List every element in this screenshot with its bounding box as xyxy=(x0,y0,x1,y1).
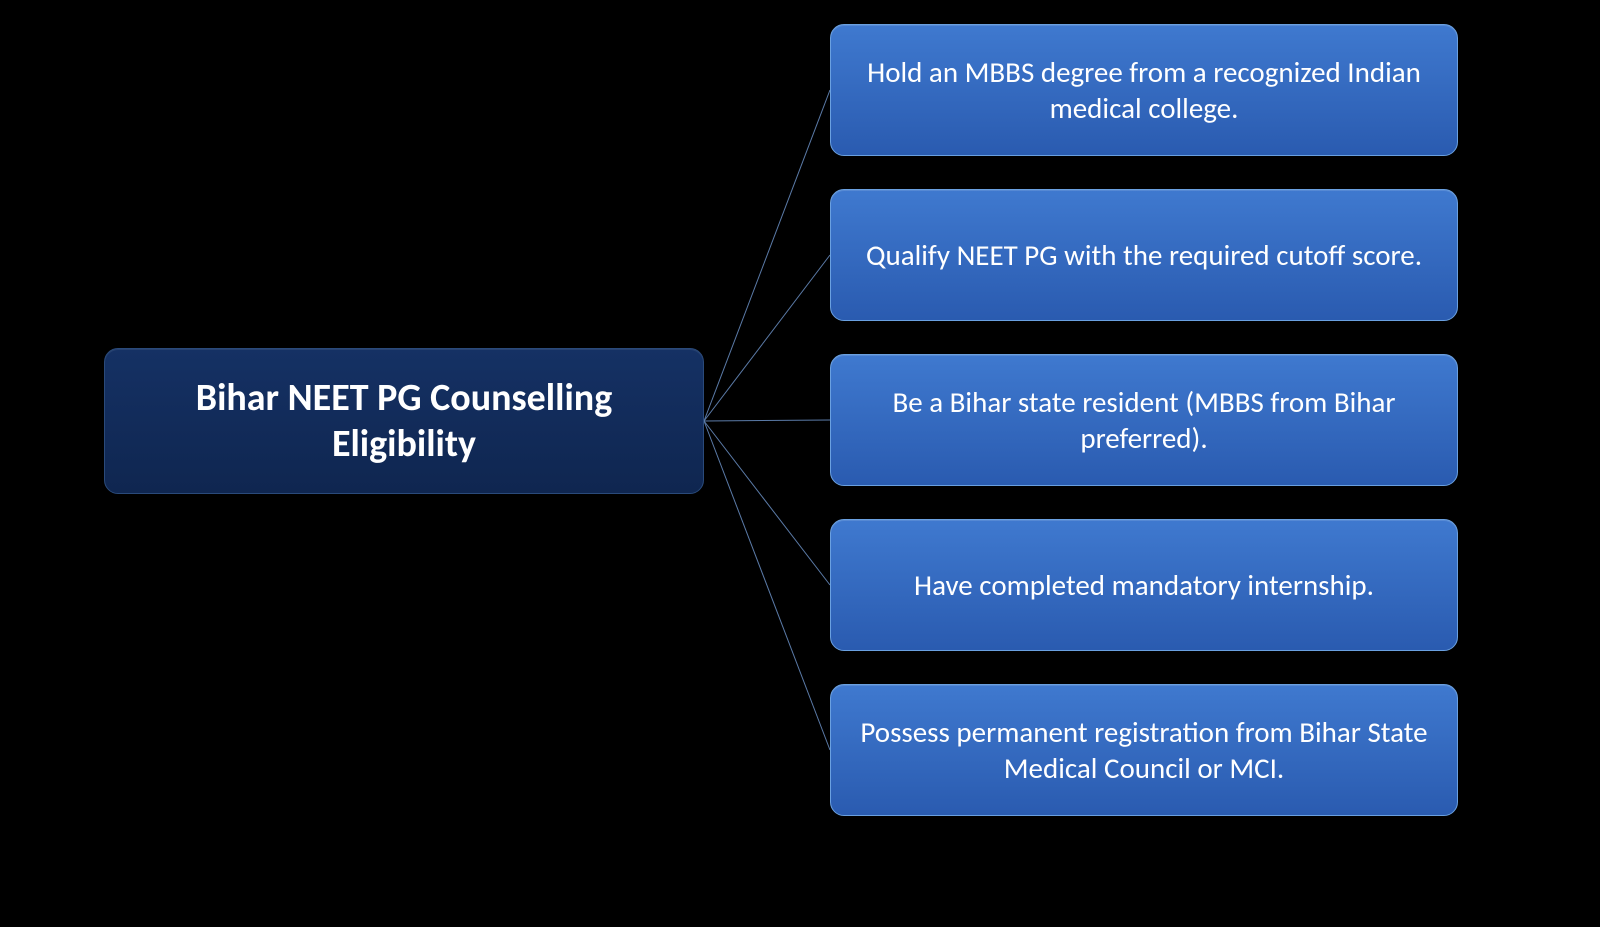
child-node-label: Qualify NEET PG with the required cutoff… xyxy=(866,237,1422,273)
root-node: Bihar NEET PG Counselling Eligibility xyxy=(104,348,704,494)
child-node-2: Be a Bihar state resident (MBBS from Bih… xyxy=(830,354,1458,486)
child-node-4: Possess permanent registration from Biha… xyxy=(830,684,1458,816)
child-node-label: Have completed mandatory internship. xyxy=(914,567,1374,603)
child-node-0: Hold an MBBS degree from a recognized In… xyxy=(830,24,1458,156)
child-node-1: Qualify NEET PG with the required cutoff… xyxy=(830,189,1458,321)
child-node-label: Be a Bihar state resident (MBBS from Bih… xyxy=(859,384,1429,456)
root-node-label: Bihar NEET PG Counselling Eligibility xyxy=(135,375,673,467)
child-node-3: Have completed mandatory internship. xyxy=(830,519,1458,651)
child-node-label: Hold an MBBS degree from a recognized In… xyxy=(859,54,1429,126)
child-node-label: Possess permanent registration from Biha… xyxy=(859,714,1429,786)
